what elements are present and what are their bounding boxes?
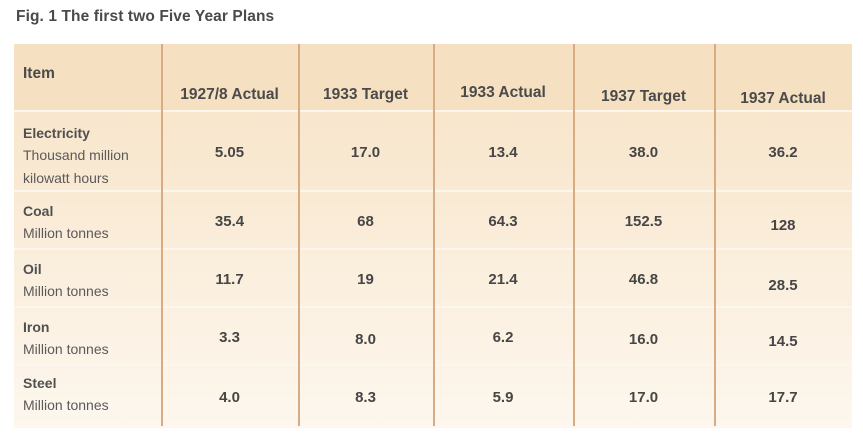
value-cell: 17.7 bbox=[768, 388, 798, 406]
value-cell: 46.8 bbox=[628, 270, 659, 288]
value-cell: 128 bbox=[770, 216, 796, 234]
value-cell: 64.3 bbox=[488, 212, 518, 230]
five-year-plans-table: Item 1927/8 Actual 1933 Target 1933 Actu… bbox=[14, 44, 852, 428]
item-cell: Electricity Thousand million kilowatt ho… bbox=[14, 112, 161, 192]
value-cell: 21.4 bbox=[488, 270, 518, 288]
value-cell: 5.05 bbox=[214, 143, 245, 161]
value-cell: 14.5 bbox=[768, 332, 798, 350]
header-item: Item bbox=[23, 65, 55, 82]
item-name: Coal bbox=[23, 203, 54, 219]
column-divider bbox=[433, 44, 435, 426]
item-cell: Steel Million tonnes bbox=[14, 366, 161, 428]
value-cell: 17.0 bbox=[350, 143, 381, 161]
value-cell: 36.2 bbox=[768, 143, 798, 161]
value-cell: 68 bbox=[357, 212, 374, 230]
value-cell: 5.9 bbox=[492, 388, 514, 406]
item-unit: kilowatt hours bbox=[23, 170, 109, 186]
column-divider bbox=[298, 44, 300, 426]
column-divider bbox=[573, 44, 575, 426]
column-divider bbox=[714, 44, 716, 426]
header-1927-8-actual: 1927/8 Actual bbox=[180, 86, 279, 103]
item-unit: Million tonnes bbox=[23, 283, 109, 299]
item-unit: Million tonnes bbox=[23, 225, 109, 241]
value-cell: 35.4 bbox=[214, 212, 245, 230]
value-cell: 19 bbox=[357, 270, 374, 288]
header-1937-target: 1937 Target bbox=[600, 88, 686, 105]
item-cell: Coal Million tonnes bbox=[14, 192, 161, 250]
value-cell: 3.3 bbox=[219, 328, 240, 346]
item-cell: Iron Million tonnes bbox=[14, 308, 161, 366]
value-cell: 13.4 bbox=[488, 143, 518, 161]
value-cell: 6.2 bbox=[492, 328, 514, 346]
value-cell: 11.7 bbox=[215, 270, 244, 288]
column-divider bbox=[161, 44, 163, 426]
value-cell: 17.0 bbox=[628, 388, 659, 406]
figure-title: Fig. 1 The first two Five Year Plans bbox=[16, 8, 275, 25]
value-cell: 28.5 bbox=[768, 276, 798, 294]
item-name: Steel bbox=[23, 375, 57, 391]
header-1937-actual: 1937 Actual bbox=[740, 90, 826, 107]
item-cell: Oil Million tonnes bbox=[14, 250, 161, 308]
item-unit: Thousand million bbox=[23, 147, 129, 163]
value-cell: 4.0 bbox=[219, 388, 240, 406]
value-cell: 152.5 bbox=[624, 212, 663, 230]
value-cell: 8.0 bbox=[355, 330, 376, 348]
value-cell: 16.0 bbox=[628, 330, 659, 348]
item-name: Electricity bbox=[23, 125, 90, 141]
header-1933-target: 1933 Target bbox=[322, 86, 408, 103]
item-name: Iron bbox=[23, 319, 50, 335]
item-name: Oil bbox=[23, 261, 42, 277]
item-unit: Million tonnes bbox=[23, 397, 109, 413]
value-cell: 38.0 bbox=[628, 143, 659, 161]
header-1933-actual: 1933 Actual bbox=[460, 84, 546, 101]
value-cell: 8.3 bbox=[355, 388, 376, 406]
item-unit: Million tonnes bbox=[23, 341, 109, 357]
